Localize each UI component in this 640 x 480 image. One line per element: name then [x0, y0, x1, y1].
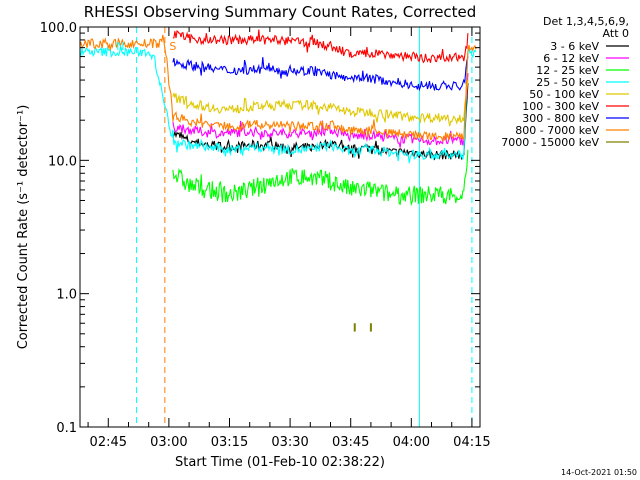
y-tick-label-4: 100.0 [40, 21, 77, 36]
y-tick-label-1: 0.1 [56, 421, 77, 436]
annotation-s: S [169, 40, 176, 53]
y-tick-label-3: 10.0 [48, 154, 77, 169]
series-1 [172, 82, 469, 161]
x-tick-label-3: 03:15 [211, 435, 248, 450]
legend-label-2: 6 - 12 keV [543, 52, 599, 65]
plot-frame [79, 26, 481, 428]
series-6 [172, 29, 469, 64]
x-tick-label-1: 02:45 [90, 435, 127, 450]
series-7 [172, 56, 469, 92]
chart-title: RHESSI Observing Summary Count Rates, Co… [84, 3, 477, 21]
annotation-n: N [116, 40, 124, 53]
x-tick-label-7: 04:15 [453, 435, 490, 450]
axes: 0.1 1.0 10.0 100.0 02:45 03:00 03:15 03:30 03:45… [40, 21, 491, 450]
series-4 [79, 46, 477, 164]
legend-label-8: 800 - 7000 keV [515, 124, 599, 137]
series-5 [172, 80, 469, 127]
series-9 [353, 323, 372, 332]
series-line-2 [172, 73, 469, 148]
series-line-6 [172, 29, 469, 64]
legend-label-1: 3 - 6 keV [550, 40, 599, 53]
series-line-4 [79, 46, 477, 164]
series-line-8 [79, 34, 477, 142]
series-line-7 [172, 56, 469, 92]
legend-label-9: 7000 - 15000 keV [501, 136, 599, 149]
x-axis-label: Start Time (01-Feb-10 02:38:22) [175, 455, 385, 470]
y-tick-label-2: 1.0 [56, 288, 77, 303]
legend-label-6: 100 - 300 keV [522, 100, 599, 113]
x-tick-label-2: 03:00 [150, 435, 187, 450]
series-3 [172, 149, 469, 207]
legend-label-3: 12 - 25 keV [536, 64, 599, 77]
legend-label-7: 300 - 800 keV [522, 112, 599, 125]
x-tick-label-6: 04:00 [393, 435, 430, 450]
series-line-1 [172, 82, 469, 161]
x-tick-label-4: 03:30 [271, 435, 308, 450]
series-line-3 [172, 149, 469, 207]
series-line-5 [172, 80, 469, 127]
legend-title-line-2: Att 0 [603, 27, 629, 40]
legend-title-line-1: Det 1,3,4,5,6,9, [543, 15, 629, 28]
legend-label-4: 25 - 50 keV [536, 76, 599, 89]
series-8 [79, 34, 477, 142]
y-axis-label: Corrected Count Rate (s⁻¹ detector⁻¹) [16, 105, 31, 350]
footer-date: 14-Oct-2021 01:50 [561, 468, 637, 477]
x-tick-label-5: 03:45 [332, 435, 369, 450]
series-2 [172, 73, 469, 148]
legend-label-5: 50 - 100 keV [529, 88, 599, 101]
